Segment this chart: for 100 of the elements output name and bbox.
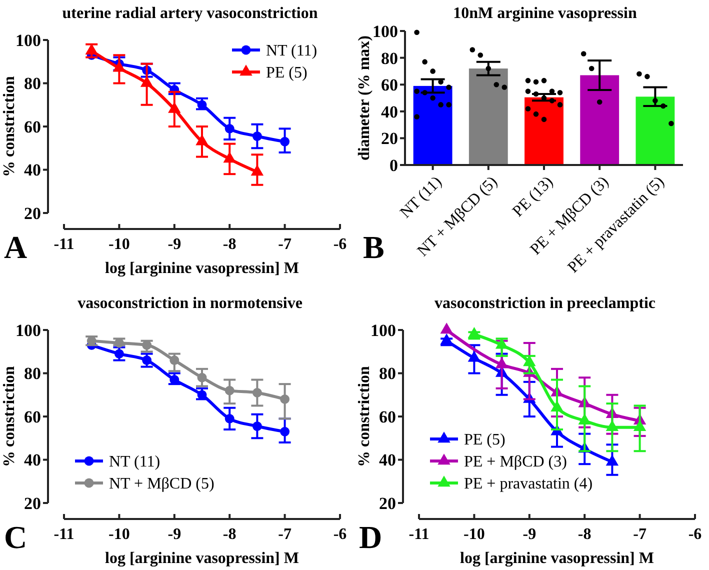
legend-label: NT (11): [109, 454, 160, 471]
bar: [580, 75, 620, 165]
x-axis-title: log [arginine vasopressin] M: [460, 550, 654, 567]
x-tick-label: -6: [333, 526, 347, 543]
x-tick-label: -7: [633, 526, 646, 543]
text: D: [359, 519, 382, 555]
point: [252, 132, 262, 141]
point: [468, 350, 481, 362]
point: [280, 394, 290, 404]
y-tick-label: 60: [24, 407, 41, 426]
text: A: [4, 229, 28, 265]
y-axis-title: % constriction: [1, 76, 18, 177]
point: [142, 356, 152, 365]
point: [252, 422, 262, 431]
y-tick-label: 80: [24, 364, 41, 384]
y-tick-label: 40: [24, 160, 41, 180]
y-tick-label: 40: [381, 102, 398, 122]
point: [223, 152, 236, 163]
point: [86, 336, 96, 346]
y-tick-label: 80: [24, 74, 41, 94]
y-tick-label: 20: [24, 494, 41, 513]
y-tick-label: 100: [370, 320, 396, 340]
point: [197, 390, 207, 400]
point: [495, 338, 508, 349]
text: B: [363, 229, 384, 265]
bar: [413, 86, 452, 165]
x-tick-label: NT (11): [397, 173, 446, 222]
x-tick-label: -7: [278, 236, 292, 253]
point: [468, 326, 481, 338]
legend-label: NT (11): [266, 42, 318, 60]
legend-label: PE (5): [464, 432, 506, 449]
y-tick-label: 100: [372, 22, 398, 41]
y-tick-label: 40: [24, 450, 41, 470]
point: [224, 414, 234, 424]
point: [142, 340, 152, 350]
x-tick-label: -10: [108, 526, 130, 543]
chart-title: vasoconstriction in normotensive: [78, 295, 302, 312]
y-axis-title: diameter (% max): [356, 36, 373, 160]
x-tick-label: PE (13): [510, 173, 556, 220]
bar: [636, 96, 675, 165]
x-axis-title: log [arginine vasopressin] M: [105, 550, 299, 567]
y-axis-title: % constriction: [1, 366, 18, 467]
legend-label: PE + pravastatin (4): [464, 476, 593, 493]
point: [633, 420, 646, 431]
x-tick-label: -6: [688, 526, 702, 543]
y-tick-label: 40: [379, 450, 396, 470]
point: [252, 388, 262, 398]
point: [170, 356, 180, 365]
x-tick-label: -7: [278, 526, 292, 543]
y-tick-label: 0: [390, 156, 398, 175]
y-tick-label: 80: [379, 364, 396, 384]
point: [550, 400, 564, 412]
x-tick-label: -11: [408, 526, 430, 543]
point: [170, 375, 180, 384]
point: [224, 124, 234, 134]
point: [114, 338, 124, 348]
y-tick-label: 60: [24, 117, 41, 136]
x-tick-label: -10: [108, 236, 130, 253]
point: [168, 102, 181, 113]
chart-title: uterine radial artery vasoconstriction: [62, 5, 318, 22]
y-tick-label: 60: [381, 76, 398, 95]
point: [440, 322, 453, 334]
chart-title: vasoconstriction in preeclamptic: [434, 295, 656, 312]
x-tick-label: -11: [54, 526, 74, 543]
point: [250, 164, 264, 176]
chart-title: 10nM arginine vasopressin: [453, 5, 637, 22]
x-tick-label: -10: [464, 526, 485, 543]
y-tick-label: 20: [381, 129, 398, 148]
point: [114, 349, 124, 358]
x-tick-label: -11: [54, 236, 74, 253]
point: [280, 136, 290, 146]
point: [440, 333, 453, 344]
x-tick-label: -9: [168, 526, 182, 543]
point: [578, 413, 591, 424]
bar: [524, 97, 564, 165]
point: [224, 386, 234, 396]
point: [197, 100, 207, 110]
x-tick-label: -8: [222, 526, 236, 543]
y-tick-label: 20: [24, 204, 41, 223]
x-tick-label: -9: [522, 526, 536, 543]
point: [606, 420, 619, 431]
text: C: [4, 519, 28, 555]
y-tick-label: 80: [381, 48, 398, 68]
legend-label: PE + MβCD (3): [464, 454, 567, 471]
x-axis-title: log [arginine vasopressin] M: [105, 260, 299, 277]
y-tick-label: 100: [16, 30, 41, 50]
point: [280, 426, 290, 436]
point: [495, 357, 508, 368]
legend-label: PE (5): [266, 64, 308, 82]
y-tick-label: 20: [379, 494, 396, 513]
bar: [468, 68, 508, 165]
y-tick-label: 60: [379, 407, 396, 426]
x-tick-label: -8: [578, 526, 592, 543]
x-tick-label: -8: [222, 236, 236, 253]
x-tick-label: -6: [333, 236, 347, 253]
y-axis-title: % constriction: [356, 366, 373, 467]
legend-label: NT + MβCD (5): [109, 476, 214, 493]
y-tick-label: 100: [16, 320, 41, 340]
point: [606, 454, 619, 466]
point: [197, 372, 207, 382]
